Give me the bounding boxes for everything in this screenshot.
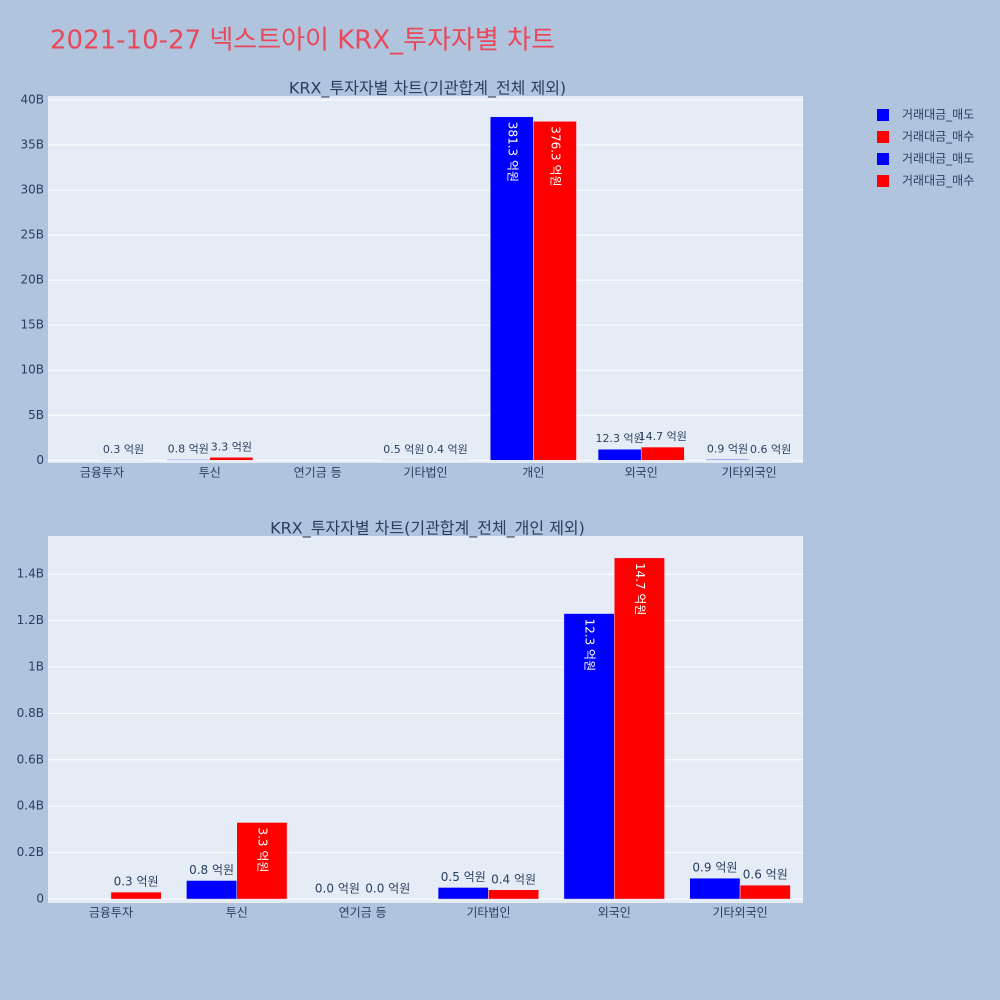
x-tick-label: 개인 <box>522 466 544 480</box>
value-label: 0.6 억원 <box>750 443 791 456</box>
y-tick-label: 0.2B <box>17 845 44 859</box>
value-label: 12.3 억원 <box>596 432 644 445</box>
y-tick-label: 10B <box>20 363 44 377</box>
value-label: 0.0 억원 <box>365 882 410 896</box>
legend-label: 거래대금_매수 <box>902 130 974 144</box>
y-tick-label: 0 <box>36 892 44 906</box>
legend-swatch <box>877 109 889 121</box>
x-tick-label: 기타외국인 <box>712 906 767 920</box>
value-label: 0.4 억원 <box>491 872 536 886</box>
bar <box>739 884 791 900</box>
legend-swatch <box>877 153 889 165</box>
y-tick-label: 5B <box>28 408 44 422</box>
y-tick-label: 1.4B <box>17 567 44 581</box>
x-tick-label: 투신 <box>199 466 221 480</box>
bar <box>705 459 750 461</box>
chart-title: KRX_투자자별 차트(기관합계_전체_개인 제외) <box>270 519 585 539</box>
x-tick-label: 기타법인 <box>466 906 510 920</box>
bar <box>563 613 615 900</box>
plot-area <box>48 96 803 463</box>
bar <box>110 891 162 900</box>
y-tick-label: 0 <box>36 453 44 467</box>
y-tick-label: 0.8B <box>17 706 44 720</box>
x-tick-label: 외국인 <box>598 906 631 920</box>
x-tick-label: 연기금 등 <box>339 906 387 920</box>
y-tick-label: 1.2B <box>17 613 44 627</box>
value-label: 0.9 억원 <box>692 861 737 875</box>
y-tick-label: 35B <box>20 138 44 152</box>
value-label: 0.8 억원 <box>168 443 209 456</box>
legend-label: 거래대금_매도 <box>902 108 974 122</box>
legend-label: 거래대금_매수 <box>902 174 974 188</box>
bar <box>166 459 211 461</box>
x-tick-label: 금융투자 <box>89 906 133 920</box>
y-tick-label: 1B <box>28 659 44 673</box>
value-label: 14.7 억원 <box>639 430 687 443</box>
value-label: 0.8 억원 <box>189 863 234 877</box>
value-label: 3.3 억원 <box>255 827 269 872</box>
bar <box>209 457 254 461</box>
plot-area <box>48 536 803 903</box>
x-tick-label: 금융투자 <box>80 466 124 480</box>
value-label: 0.6 억원 <box>743 868 788 882</box>
value-label: 12.3 억원 <box>583 619 597 672</box>
value-label: 0.5 억원 <box>441 870 486 884</box>
bar <box>488 889 539 900</box>
bar <box>533 121 577 461</box>
x-tick-label: 연기금 등 <box>294 466 342 480</box>
y-tick-label: 0.6B <box>17 752 44 766</box>
bar <box>614 557 665 900</box>
bar <box>689 877 741 900</box>
value-label: 14.7 억원 <box>633 563 647 616</box>
value-label: 376.3 억원 <box>548 126 562 186</box>
y-tick-label: 20B <box>20 273 44 287</box>
y-tick-label: 0.4B <box>17 799 44 813</box>
bar <box>437 887 489 900</box>
bar <box>748 459 793 461</box>
value-label: 0.5 억원 <box>383 443 424 456</box>
legend-swatch <box>877 175 889 187</box>
value-label: 0.3 억원 <box>103 443 144 456</box>
page-title: 2021-10-27 넥스트아이 KRX_투자자별 차트 <box>50 26 555 56</box>
bar <box>489 116 534 461</box>
value-label: 0.9 억원 <box>707 442 748 455</box>
value-label: 381.3 억원 <box>505 122 519 182</box>
value-label: 0.3 억원 <box>114 875 159 889</box>
legend-swatch <box>877 131 889 143</box>
y-tick-label: 40B <box>20 92 44 106</box>
x-tick-label: 기타외국인 <box>721 466 776 480</box>
value-label: 0.4 억원 <box>426 443 467 456</box>
legend-label: 거래대금_매도 <box>902 152 974 166</box>
x-tick-label: 투신 <box>226 906 248 920</box>
y-tick-label: 15B <box>20 318 44 332</box>
x-tick-label: 외국인 <box>625 466 658 480</box>
bar <box>597 448 642 461</box>
chart-title: KRX_투자자별 차트(기관합계_전체 제외) <box>289 79 566 99</box>
bar <box>186 880 238 900</box>
x-tick-label: 기타법인 <box>403 466 447 480</box>
y-tick-label: 25B <box>20 228 44 242</box>
bar <box>640 446 685 461</box>
value-label: 0.0 억원 <box>315 882 360 896</box>
y-tick-label: 30B <box>20 183 44 197</box>
value-label: 3.3 억원 <box>211 440 252 453</box>
bar <box>236 822 288 900</box>
